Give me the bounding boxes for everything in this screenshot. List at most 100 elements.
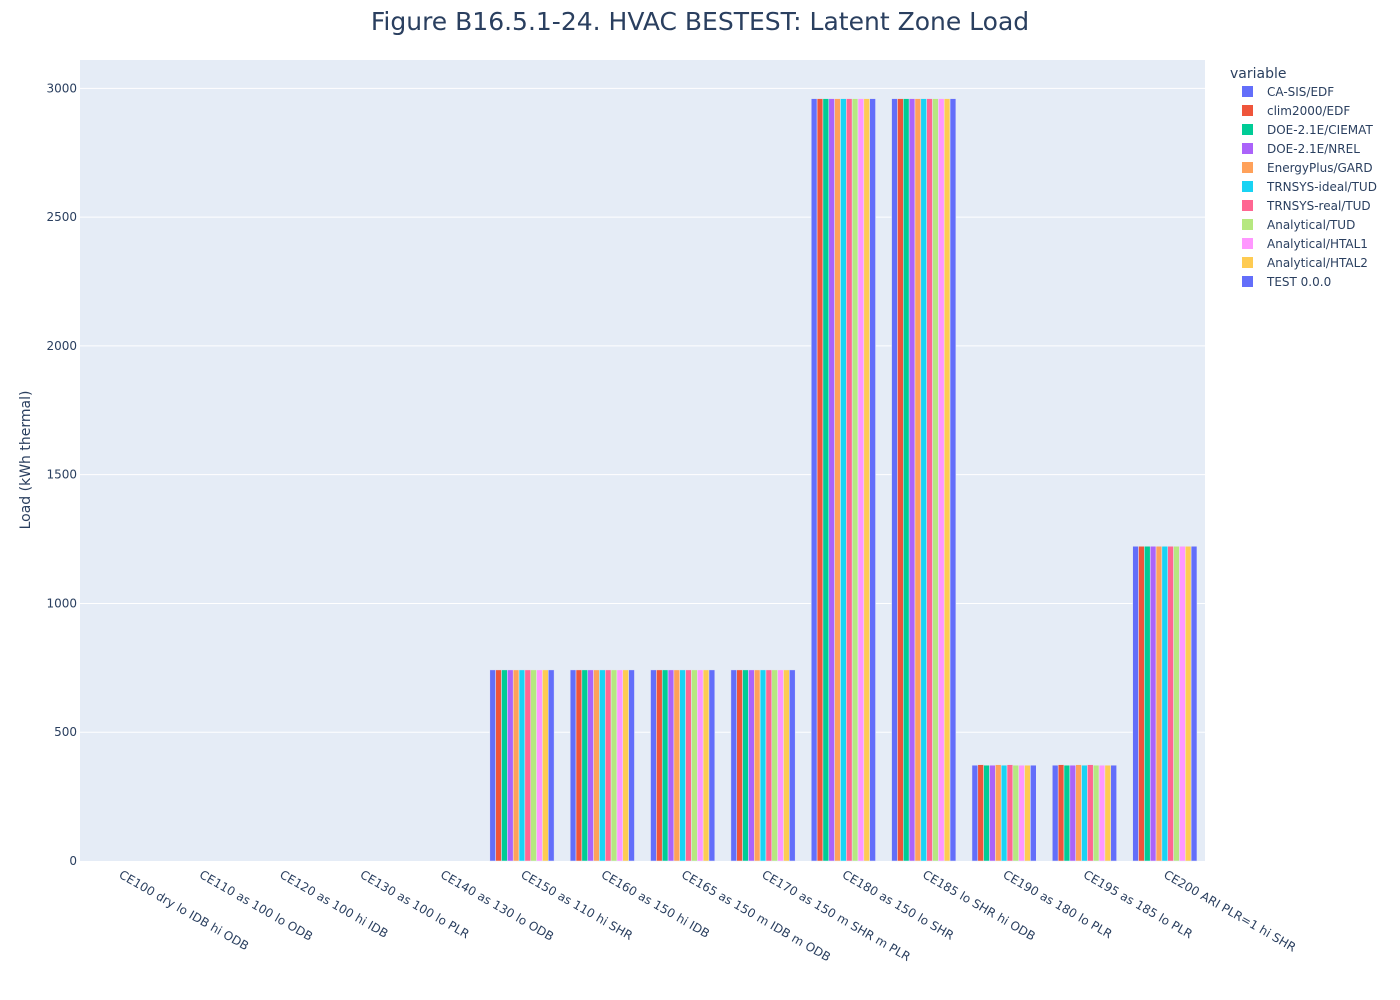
bar[interactable] xyxy=(857,98,865,862)
bar[interactable] xyxy=(1173,546,1180,862)
bar[interactable] xyxy=(679,669,686,862)
bar[interactable] xyxy=(765,669,773,862)
bar[interactable] xyxy=(512,669,520,862)
bar[interactable] xyxy=(759,669,767,862)
bar[interactable] xyxy=(1144,546,1151,862)
bar[interactable] xyxy=(507,669,514,862)
bar[interactable] xyxy=(1179,546,1186,862)
bar[interactable] xyxy=(1167,546,1174,862)
bar[interactable] xyxy=(736,669,743,862)
bar[interactable] xyxy=(656,669,663,862)
bar[interactable] xyxy=(949,98,957,862)
bar[interactable] xyxy=(524,669,531,862)
bar[interactable] xyxy=(616,669,624,862)
legend-item-label[interactable]: clim2000/EDF xyxy=(1267,104,1350,118)
bar[interactable] xyxy=(569,669,577,862)
bar[interactable] xyxy=(702,669,710,862)
bar[interactable] xyxy=(575,669,583,862)
bar[interactable] xyxy=(977,764,984,862)
bar[interactable] xyxy=(518,669,526,862)
bar[interactable] xyxy=(536,669,543,862)
legend-swatch[interactable] xyxy=(1242,200,1253,211)
bar[interactable] xyxy=(891,98,898,862)
bar[interactable] xyxy=(777,669,784,862)
bar[interactable] xyxy=(1075,764,1082,862)
bar[interactable] xyxy=(811,98,818,862)
bar[interactable] xyxy=(581,669,588,862)
bar[interactable] xyxy=(789,669,796,862)
bar[interactable] xyxy=(748,669,755,862)
bar[interactable] xyxy=(593,669,600,862)
bar[interactable] xyxy=(1155,546,1163,862)
legend-swatch[interactable] xyxy=(1242,124,1253,135)
bar[interactable] xyxy=(1092,764,1100,862)
bar[interactable] xyxy=(783,669,790,862)
bar[interactable] xyxy=(822,98,830,862)
bar[interactable] xyxy=(730,669,737,862)
bar[interactable] xyxy=(1006,764,1014,862)
bar[interactable] xyxy=(1057,764,1065,862)
bar[interactable] xyxy=(1087,764,1094,862)
bar[interactable] xyxy=(691,669,698,862)
legend-item-label[interactable]: TRNSYS-ideal/TUD xyxy=(1266,180,1377,194)
bar[interactable] xyxy=(628,669,635,862)
legend-swatch[interactable] xyxy=(1242,238,1253,249)
bar[interactable] xyxy=(1081,764,1088,862)
legend-item-label[interactable]: Analytical/TUD xyxy=(1267,218,1355,232)
bar[interactable] xyxy=(1138,546,1145,862)
bar[interactable] xyxy=(599,669,606,862)
bar[interactable] xyxy=(1069,764,1076,862)
bar[interactable] xyxy=(1030,764,1037,862)
bar[interactable] xyxy=(851,98,859,862)
legend[interactable]: CA-SIS/EDF clim2000/EDF DOE-2.1E/CIEMAT DOE… xyxy=(1242,85,1377,289)
legend-item-label[interactable]: Analytical/HTAL2 xyxy=(1267,256,1368,270)
bar[interactable] xyxy=(840,98,847,862)
legend-swatch[interactable] xyxy=(1242,257,1253,268)
bar[interactable] xyxy=(587,669,594,862)
bar[interactable] xyxy=(650,669,657,862)
legend-item-label[interactable]: TEST 0.0.0 xyxy=(1266,275,1331,289)
bar[interactable] xyxy=(667,669,675,862)
bar[interactable] xyxy=(754,669,761,862)
bar[interactable] xyxy=(938,98,945,862)
bar[interactable] xyxy=(610,669,618,862)
bar[interactable] xyxy=(708,669,716,862)
bar[interactable] xyxy=(622,669,629,862)
legend-swatch[interactable] xyxy=(1242,105,1253,116)
legend-swatch[interactable] xyxy=(1242,86,1253,97)
bar[interactable] xyxy=(530,669,537,862)
bar[interactable] xyxy=(1000,764,1008,862)
bar[interactable] xyxy=(1161,546,1168,862)
bar[interactable] xyxy=(920,98,927,862)
bar[interactable] xyxy=(1098,764,1106,862)
bar[interactable] xyxy=(1063,764,1071,862)
bar[interactable] xyxy=(501,669,508,862)
bar[interactable] xyxy=(604,669,612,862)
bar[interactable] xyxy=(846,98,853,862)
bar[interactable] xyxy=(548,669,555,862)
bar[interactable] xyxy=(869,98,876,862)
legend-swatch[interactable] xyxy=(1242,162,1253,173)
bar[interactable] xyxy=(903,98,910,862)
bar[interactable] xyxy=(908,98,916,862)
bar[interactable] xyxy=(697,669,704,862)
bar[interactable] xyxy=(995,764,1002,862)
bar[interactable] xyxy=(1052,764,1059,862)
bar[interactable] xyxy=(828,98,835,862)
bar[interactable] xyxy=(816,98,824,862)
bar[interactable] xyxy=(1024,764,1031,862)
bar[interactable] xyxy=(1012,764,1019,862)
bar[interactable] xyxy=(897,98,904,862)
bar[interactable] xyxy=(1018,764,1025,862)
bar[interactable] xyxy=(932,98,939,862)
bar[interactable] xyxy=(989,764,996,862)
bar[interactable] xyxy=(742,669,749,862)
bar[interactable] xyxy=(673,669,681,862)
bar[interactable] xyxy=(661,669,669,862)
bar[interactable] xyxy=(914,98,922,862)
legend-swatch[interactable] xyxy=(1242,276,1253,287)
legend-item-label[interactable]: CA-SIS/EDF xyxy=(1267,85,1334,99)
bar[interactable] xyxy=(685,669,692,862)
bar[interactable] xyxy=(495,669,502,862)
legend-swatch[interactable] xyxy=(1242,181,1253,192)
